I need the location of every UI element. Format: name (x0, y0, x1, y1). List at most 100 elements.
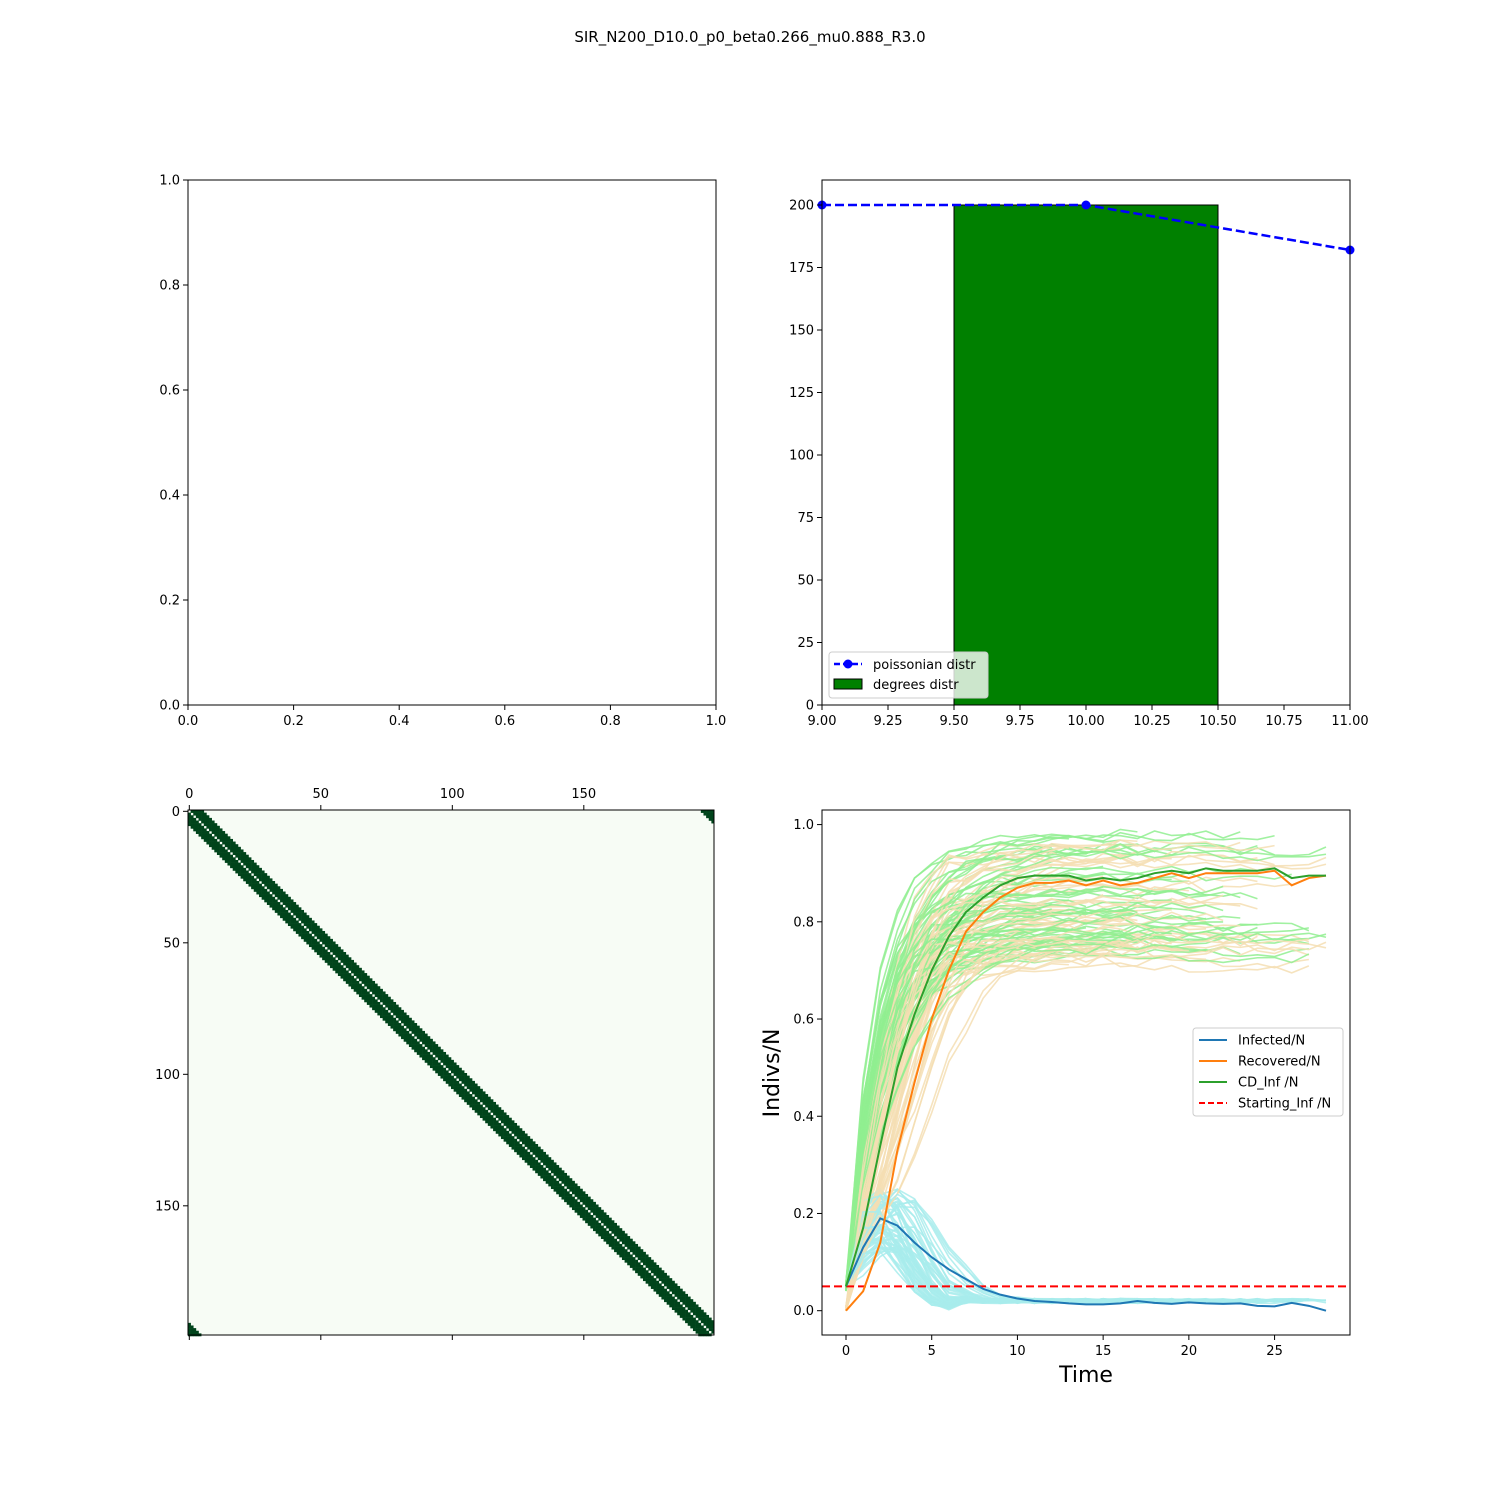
matrix-cell (369, 986, 373, 990)
matrix-cell (293, 907, 297, 911)
matrix-cell (561, 1170, 565, 1174)
matrix-cell (235, 865, 239, 869)
matrix-cell (527, 1146, 531, 1150)
matrix-cell (632, 1262, 636, 1266)
matrix-cell (477, 1086, 481, 1090)
matrix-cell (498, 1125, 502, 1129)
matrix-cell (682, 1293, 686, 1297)
matrix-cell (280, 899, 283, 903)
matrix-cell (390, 1004, 394, 1008)
matrix-cell (451, 1086, 454, 1090)
matrix-cell (443, 1051, 447, 1055)
matrix-cell (669, 1293, 673, 1297)
matrix-cell (608, 1222, 612, 1226)
matrix-cell (272, 881, 276, 884)
matrix-cell (516, 1128, 520, 1132)
matrix-cell (188, 1322, 191, 1326)
matrix-cell (553, 1167, 557, 1171)
matrix-cell (230, 841, 234, 845)
matrix-cell (261, 886, 265, 890)
matrix-cell (235, 859, 239, 863)
matrix-cell (577, 1212, 581, 1216)
matrix-cell (195, 831, 199, 834)
matrix-cell (658, 1275, 662, 1279)
matrix-cell (366, 975, 370, 979)
matrix-cell (330, 946, 333, 950)
matrix-cell (461, 1086, 465, 1090)
matrix-cell (587, 1199, 591, 1203)
matrix-cell (508, 1117, 512, 1121)
y-tick-label: 175 (789, 261, 814, 276)
matrix-cell (656, 1267, 660, 1271)
matrix-cell (266, 883, 270, 887)
matrix-cell (248, 859, 252, 863)
matrix-cell (230, 859, 234, 863)
matrix-cell (437, 1062, 441, 1066)
matrix-cell (632, 1251, 636, 1255)
matrix-cell (303, 936, 307, 940)
matrix-cell (306, 920, 310, 924)
matrix-cell (556, 1172, 560, 1176)
matrix-cell (406, 1036, 410, 1040)
matrix-cell (703, 1330, 707, 1334)
matrix-cell (393, 1028, 397, 1032)
matrix-cell (364, 991, 368, 995)
matrix-cell (324, 954, 328, 958)
matrix-cell (590, 1225, 594, 1229)
matrix-cell (245, 857, 249, 861)
matrix-cell (216, 831, 220, 834)
matrix-cell (356, 980, 360, 984)
matrix-cell (372, 986, 376, 990)
matrix-cell (414, 1044, 418, 1047)
matrix-cell (327, 962, 331, 966)
matrix-cell (621, 1246, 625, 1250)
matrix-cell (224, 841, 228, 845)
matrix-cell (240, 875, 244, 879)
matrix-cell (458, 1075, 462, 1079)
matrix-cell (195, 815, 199, 819)
matrix-cell (503, 1112, 507, 1116)
matrix-cell (624, 1243, 628, 1247)
legend-label: poissonian distr (873, 658, 976, 673)
legend-box (1192, 1027, 1344, 1117)
matrix-cell (469, 1080, 473, 1084)
matrix-cell (543, 1167, 546, 1171)
matrix-cell (642, 1254, 646, 1258)
matrix-cell (469, 1078, 473, 1082)
matrix-cell (277, 888, 281, 892)
matrix-cell (282, 899, 286, 903)
matrix-cell (424, 1041, 428, 1045)
matrix-cell (369, 994, 373, 998)
matrix-cell (214, 841, 218, 845)
matrix-cell (556, 1167, 560, 1171)
matrix-cell (637, 1264, 641, 1268)
matrix-cell (406, 1038, 410, 1042)
matrix-cell (345, 957, 349, 961)
matrix-cell (506, 1138, 510, 1142)
matrix-cell (353, 983, 357, 987)
matrix-cell (690, 1301, 694, 1305)
matrix-cell (377, 1001, 381, 1005)
matrix-cell (390, 1025, 394, 1029)
matrix-cell (642, 1278, 646, 1282)
matrix-cell (290, 904, 294, 908)
matrix-cell (640, 1267, 644, 1271)
matrix-cell (227, 854, 231, 858)
y-tick-label: 1.0 (159, 174, 180, 189)
matrix-cell (527, 1141, 531, 1145)
matrix-cell (474, 1099, 478, 1103)
matrix-cell (653, 1262, 657, 1266)
matrix-cell (361, 975, 365, 979)
matrix-cell (556, 1188, 560, 1192)
matrix-cell (650, 1270, 654, 1274)
matrix-cell (621, 1238, 625, 1242)
matrix-cell (361, 994, 365, 998)
matrix-cell (295, 925, 299, 929)
matrix-cell (293, 928, 297, 932)
matrix-cell (653, 1283, 657, 1287)
matrix-cell (635, 1243, 639, 1247)
matrix-cell (679, 1307, 683, 1310)
matrix-cell (682, 1312, 686, 1316)
matrix-cell (629, 1254, 633, 1258)
matrix-cell (553, 1172, 557, 1176)
